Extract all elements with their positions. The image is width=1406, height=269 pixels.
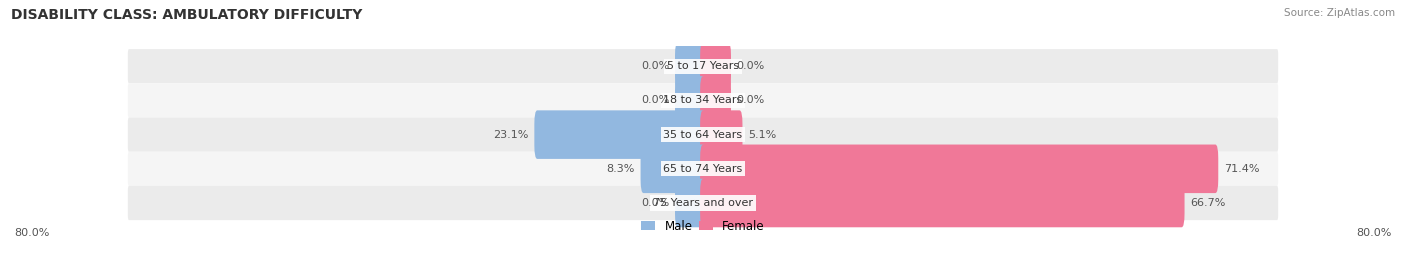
FancyBboxPatch shape	[128, 186, 1278, 220]
FancyBboxPatch shape	[700, 42, 731, 91]
Text: 75 Years and over: 75 Years and over	[652, 198, 754, 208]
Text: 5 to 17 Years: 5 to 17 Years	[666, 61, 740, 71]
Text: 23.1%: 23.1%	[494, 130, 529, 140]
Text: 80.0%: 80.0%	[1357, 228, 1392, 238]
Text: 18 to 34 Years: 18 to 34 Years	[664, 95, 742, 105]
Legend: Male, Female: Male, Female	[637, 215, 769, 237]
FancyBboxPatch shape	[700, 179, 1184, 227]
Text: 35 to 64 Years: 35 to 64 Years	[664, 130, 742, 140]
Text: 0.0%: 0.0%	[737, 95, 765, 105]
FancyBboxPatch shape	[675, 42, 706, 91]
FancyBboxPatch shape	[534, 110, 706, 159]
Text: 0.0%: 0.0%	[737, 61, 765, 71]
Text: 5.1%: 5.1%	[748, 130, 776, 140]
Text: 71.4%: 71.4%	[1225, 164, 1260, 174]
FancyBboxPatch shape	[128, 83, 1278, 118]
FancyBboxPatch shape	[128, 49, 1278, 83]
FancyBboxPatch shape	[700, 144, 1218, 193]
Text: Source: ZipAtlas.com: Source: ZipAtlas.com	[1284, 8, 1395, 18]
FancyBboxPatch shape	[128, 152, 1278, 186]
FancyBboxPatch shape	[128, 118, 1278, 152]
Text: 0.0%: 0.0%	[641, 95, 669, 105]
FancyBboxPatch shape	[700, 110, 742, 159]
Text: DISABILITY CLASS: AMBULATORY DIFFICULTY: DISABILITY CLASS: AMBULATORY DIFFICULTY	[11, 8, 363, 22]
FancyBboxPatch shape	[675, 76, 706, 125]
FancyBboxPatch shape	[675, 179, 706, 227]
FancyBboxPatch shape	[641, 144, 706, 193]
Text: 66.7%: 66.7%	[1191, 198, 1226, 208]
Text: 8.3%: 8.3%	[606, 164, 636, 174]
FancyBboxPatch shape	[700, 76, 731, 125]
Text: 65 to 74 Years: 65 to 74 Years	[664, 164, 742, 174]
Text: 0.0%: 0.0%	[641, 198, 669, 208]
Text: 80.0%: 80.0%	[14, 228, 49, 238]
Text: 0.0%: 0.0%	[641, 61, 669, 71]
